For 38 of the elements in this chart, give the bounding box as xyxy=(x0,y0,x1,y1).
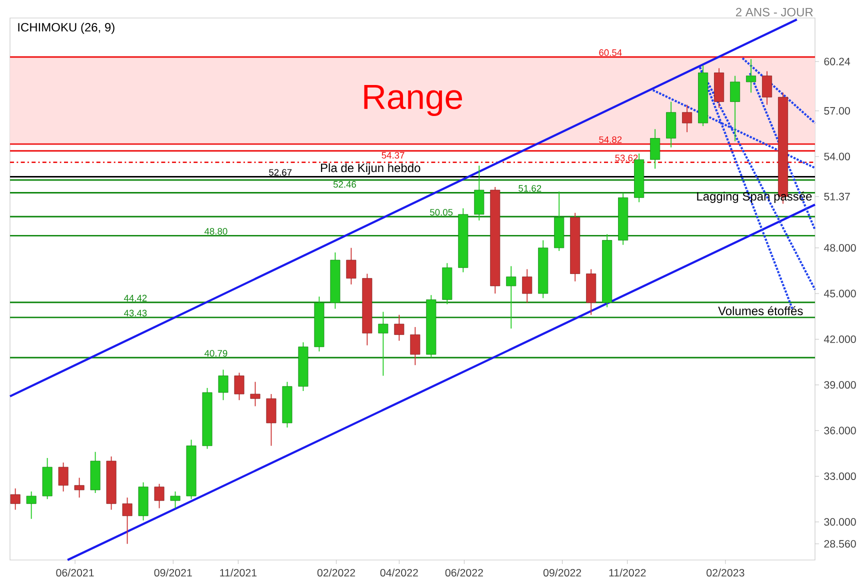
annotation: ICHIMOKU (26, 9) xyxy=(18,22,114,34)
annotation: Volumes étoffés xyxy=(718,306,803,316)
y-tick-label: 51.37 xyxy=(824,192,850,200)
ref-line-label: 52.46 xyxy=(333,181,356,188)
ref-line-label: 40.79 xyxy=(204,350,228,357)
x-tick-label: 02/2023 xyxy=(706,568,744,577)
y-tick-label: 42.000 xyxy=(824,335,856,343)
ref-line-label: 53.62 xyxy=(615,154,638,162)
x-tick-label: 11/2022 xyxy=(609,568,646,577)
x-tick-label: 06/2021 xyxy=(56,568,94,577)
ref-line-label: 54.37 xyxy=(382,152,404,159)
x-tick-label: 11/2021 xyxy=(220,568,257,577)
y-tick-label: 45.000 xyxy=(824,290,856,298)
x-tick-label: 09/2021 xyxy=(154,568,192,577)
ref-line-label: 51.62 xyxy=(518,185,542,192)
ref-line-label: 43.43 xyxy=(124,310,147,316)
y-tick-label: 57.00 xyxy=(824,107,850,115)
y-tick-label: 54.00 xyxy=(824,152,850,160)
x-tick-label: 04/2022 xyxy=(380,568,418,577)
y-tick-label: 36.000 xyxy=(824,426,856,434)
ref-line-label: 60.54 xyxy=(599,49,622,56)
y-tick-label: 30.000 xyxy=(824,518,856,526)
chart-subtitle: 2 ANS - JOUR xyxy=(736,8,813,16)
ref-line-label: 48.80 xyxy=(204,228,228,235)
y-tick-label: 48.000 xyxy=(824,244,856,252)
y-tick-label: 60.24 xyxy=(824,58,850,66)
ref-line-label: 54.82 xyxy=(599,136,622,143)
ref-line-label: 50.05 xyxy=(430,209,453,216)
x-tick-label: 09/2022 xyxy=(543,568,582,577)
y-tick-label: 28.560 xyxy=(824,540,856,548)
ref-line-label: 52.67 xyxy=(269,169,292,176)
annotation: Pla de Kijun hebdo xyxy=(321,163,420,175)
band-label: Range xyxy=(364,84,462,116)
ref-line-label: 44.42 xyxy=(124,294,147,302)
y-tick-label: 39.000 xyxy=(824,381,856,389)
x-tick-label: 02/2022 xyxy=(317,568,356,577)
y-tick-label: 33.000 xyxy=(824,472,856,480)
x-tick-label: 06/2022 xyxy=(445,568,483,577)
